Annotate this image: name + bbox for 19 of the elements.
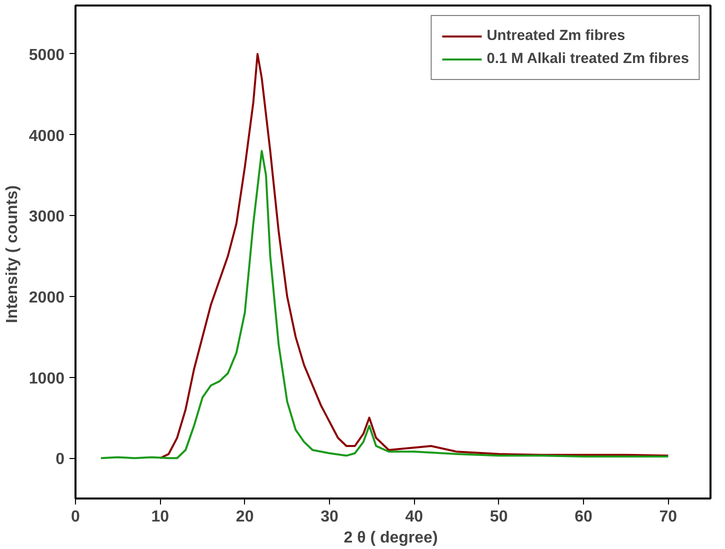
- y-axis-title: Intensity ( counts): [4, 185, 21, 324]
- x-tick-label: 20: [236, 508, 254, 526]
- y-tick-label: 2000: [28, 289, 65, 306]
- x-axis-title: 2 θ ( degree): [344, 530, 438, 546]
- y-tick-label: 4000: [28, 128, 65, 145]
- y-tick-label: 1000: [28, 370, 65, 388]
- x-tick-label: 60: [574, 508, 592, 526]
- legend-label: Untreated Zm fibres: [486, 28, 626, 44]
- y-tick-label: 0: [56, 451, 65, 468]
- x-tick-label: 10: [151, 508, 170, 526]
- legend-label: 0.1 M Alkali treated Zm fibres: [486, 51, 689, 67]
- x-tick-label: 30: [320, 508, 338, 526]
- x-tick-label: 50: [490, 508, 508, 526]
- x-tick-label: 0: [71, 508, 80, 526]
- y-tick-label: 3000: [28, 208, 65, 226]
- x-tick-label: 40: [405, 508, 424, 526]
- y-tick-label: 5000: [28, 46, 65, 64]
- x-tick-label: 70: [659, 508, 678, 526]
- line-series: [100, 150, 670, 460]
